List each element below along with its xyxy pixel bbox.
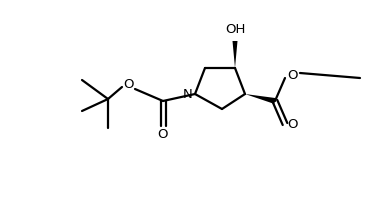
Text: O: O <box>158 128 168 140</box>
Polygon shape <box>245 94 276 104</box>
Text: OH: OH <box>225 22 245 35</box>
Text: O: O <box>288 117 298 130</box>
Text: N: N <box>183 88 193 101</box>
Text: O: O <box>123 77 133 90</box>
Text: O: O <box>288 69 298 82</box>
Polygon shape <box>232 41 237 68</box>
